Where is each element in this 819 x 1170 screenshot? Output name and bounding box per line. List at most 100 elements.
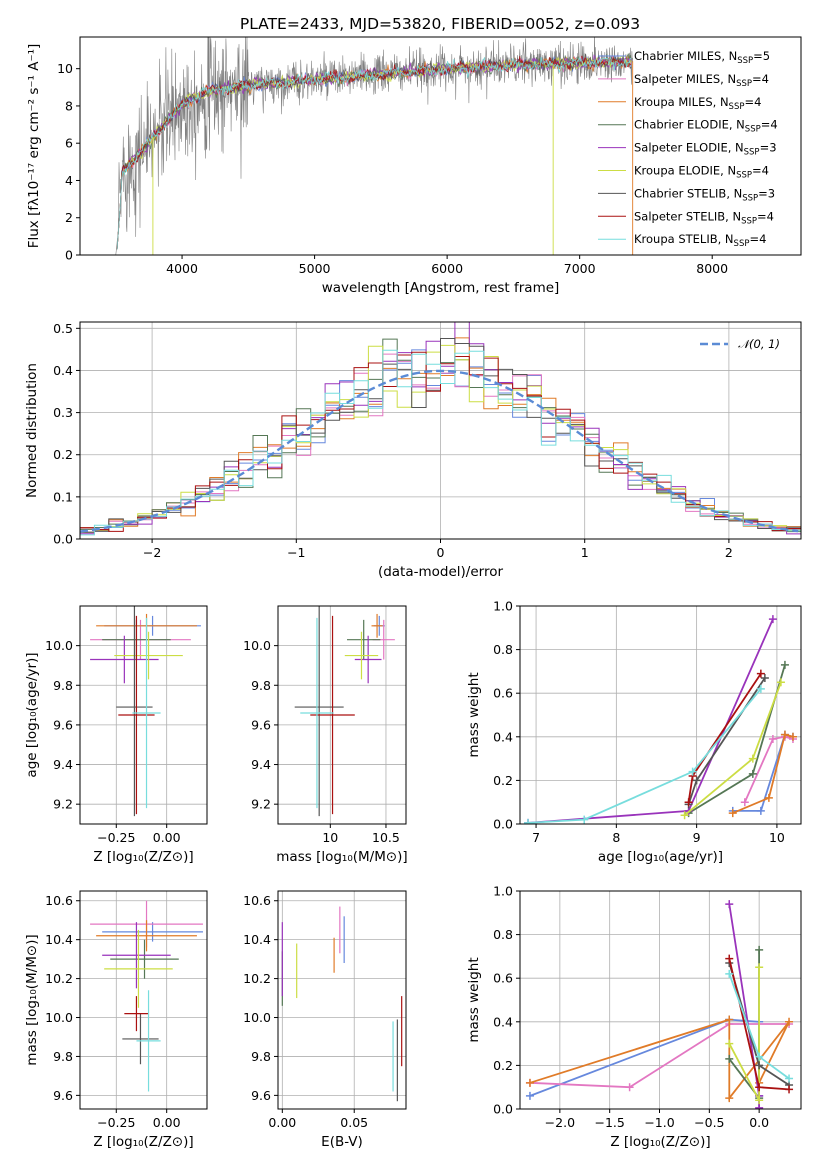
age-vs-mass-axes: 10 10.5 9.2 9.4 9.6 9.8 10.0 mass [log₁₀(M/M⊙)] <box>243 606 408 865</box>
axes-frame <box>79 605 208 825</box>
y-tick-label: 10.6 <box>243 893 271 908</box>
y-tick-label: 0.6 <box>493 971 513 986</box>
y-tick-label: 1.0 <box>493 599 513 614</box>
y-tick-label: 0.8 <box>493 642 513 657</box>
residuals-axes: −2 −1 0 1 2 0.0 0.1 0.2 0.3 0.4 0.5 (data-model)/er… <box>24 321 801 580</box>
weight-marker-kroupa-elodie <box>748 754 757 763</box>
weight-line-kroupa-stelib <box>527 688 762 824</box>
x-tick-label: 7000 <box>564 261 596 276</box>
y-tick-label: 0.6 <box>493 686 513 701</box>
x-tick-label: 0 <box>437 545 445 560</box>
x-axis-label: Z [log₁₀(Z/Z⊙)] <box>610 1134 710 1150</box>
x-tick-label: 0.00 <box>153 1115 181 1130</box>
legend-label: Chabrier STELIB, NSSP=3 <box>634 186 775 203</box>
weight-marker-kroupa-elodie <box>725 1039 734 1048</box>
y-axis-label: Flux [fλ10⁻¹⁷ erg cm⁻² s⁻¹ A⁻¹] <box>26 44 42 249</box>
x-tick-label: −1.0 <box>644 1115 674 1130</box>
y-tick-label: 0 <box>65 248 73 263</box>
y-axis-label: mass weight <box>466 957 482 1042</box>
weight-marker-kroupa-stelib <box>580 815 589 824</box>
y-tick-label: 0.0 <box>493 1102 513 1117</box>
axes-frame <box>519 605 802 825</box>
weight-marker-chabrier-miles <box>525 1091 534 1100</box>
axes-frame <box>519 890 802 1110</box>
y-tick-label: 0.3 <box>53 405 73 420</box>
weight-marker-salpeter-stelib <box>785 1085 794 1094</box>
weight-line-kroupa-miles <box>732 733 794 814</box>
weight-marker-chabrier-miles <box>756 806 765 815</box>
y-tick-label: 10.0 <box>243 1010 271 1025</box>
x-tick-label: −0.25 <box>97 830 135 845</box>
legend-label: Salpeter MILES, NSSP=4 <box>634 72 769 89</box>
x-tick-label: 0.05 <box>340 1115 368 1130</box>
weight-marker-salpeter-miles <box>768 734 777 743</box>
axes-frame <box>79 321 802 540</box>
reference-legend-label: 𝒩(0, 1) <box>738 337 780 351</box>
weight-marker-chabrier-elodie <box>725 1054 734 1063</box>
x-tick-label: −1.5 <box>595 1115 625 1130</box>
y-tick-label: 10.2 <box>243 971 271 986</box>
weight-marker-chabrier-elodie <box>755 945 764 954</box>
legend-label: Kroupa ELODIE, NSSP=4 <box>634 164 769 181</box>
spectrum-axes: 4000 5000 6000 7000 8000 0 2 4 6 8 10 wavelength [A… <box>26 44 728 296</box>
legend-label: Chabrier MILES, NSSP=5 <box>634 49 770 66</box>
y-tick-label: 0.4 <box>493 1014 513 1029</box>
x-tick-label: 10.5 <box>372 830 400 845</box>
y-tick-label: 9.6 <box>53 1088 73 1103</box>
weight-marker-chabrier-elodie <box>748 769 757 778</box>
legend-label: Salpeter ELODIE, NSSP=3 <box>634 141 777 158</box>
weight-marker-kroupa-miles <box>525 1078 534 1087</box>
weight-marker-kroupa-elodie <box>680 811 689 820</box>
weight-marker-kroupa-stelib <box>755 1052 764 1061</box>
massweight-vs-age-axes: 7 8 9 10 0.0 0.2 0.4 0.6 0.8 1.0 age [log₁₀(age/yr… <box>466 599 801 865</box>
x-tick-label: −0.25 <box>97 1115 135 1130</box>
model-spectrum-kroupa-elodie <box>116 55 632 250</box>
axes-frame <box>277 890 407 1110</box>
weight-marker-salpeter-miles <box>625 1083 634 1092</box>
legend-label: Chabrier ELODIE, NSSP=4 <box>634 118 778 135</box>
x-tick-label: 8 <box>612 830 620 845</box>
x-tick-label: 0.00 <box>153 830 181 845</box>
y-tick-label: 9.2 <box>251 797 271 812</box>
weight-marker-kroupa-miles <box>725 1094 734 1103</box>
y-tick-label: 10.0 <box>45 638 73 653</box>
x-tick-label: 6000 <box>431 261 463 276</box>
massweight-vs-Z-lines <box>525 900 794 1109</box>
x-tick-label: 4000 <box>166 261 198 276</box>
y-axis-label: age [log₁₀(age/yr)] <box>24 652 40 777</box>
x-tick-label: 0.00 <box>268 1115 296 1130</box>
y-tick-label: 10.4 <box>45 932 73 947</box>
y-tick-label: 9.6 <box>53 717 73 732</box>
observed-spectrum-line <box>115 37 633 255</box>
x-tick-label: −2.0 <box>545 1115 575 1130</box>
weight-marker-salpeter-elodie <box>725 900 734 909</box>
weight-marker-kroupa-stelib <box>688 767 697 776</box>
y-tick-label: 9.2 <box>53 797 73 812</box>
weight-marker-kroupa-miles <box>785 1017 794 1026</box>
x-tick-label: 10 <box>322 830 338 845</box>
weight-marker-chabrier-stelib <box>755 1061 764 1070</box>
x-tick-label: −2 <box>143 545 161 560</box>
y-tick-label: 0.0 <box>493 817 513 832</box>
y-tick-label: 9.4 <box>53 757 73 772</box>
y-tick-label: 10.2 <box>45 971 73 986</box>
y-tick-label: 10 <box>57 61 73 76</box>
y-tick-label: 10.4 <box>243 932 271 947</box>
y-tick-label: 10.6 <box>45 893 73 908</box>
y-tick-label: 9.8 <box>53 1049 73 1064</box>
spectrum-lines <box>115 37 634 255</box>
weight-marker-kroupa-miles <box>728 809 737 818</box>
legend-label: Salpeter STELIB, NSSP=4 <box>634 209 774 226</box>
weight-marker-kroupa-elodie <box>755 1096 764 1105</box>
massweight-vs-Z-axes: −2.0 −1.5 −1.0 −0.5 0.0 0.0 0.2 0.4 0.6 0.8 1.0 Z [… <box>466 884 801 1150</box>
x-axis-label: Z [log₁₀(Z/Z⊙)] <box>93 1134 193 1150</box>
y-axis-label: mass weight <box>466 672 482 757</box>
weight-marker-salpeter-stelib <box>725 954 734 963</box>
y-tick-label: 9.6 <box>251 717 271 732</box>
massweight-vs-age-lines <box>524 615 797 824</box>
x-tick-label: 0.0 <box>749 1115 769 1130</box>
x-axis-label: age [log₁₀(age/yr)] <box>598 849 723 865</box>
y-tick-label: 0.8 <box>493 927 513 942</box>
y-tick-label: 0.5 <box>53 321 73 336</box>
